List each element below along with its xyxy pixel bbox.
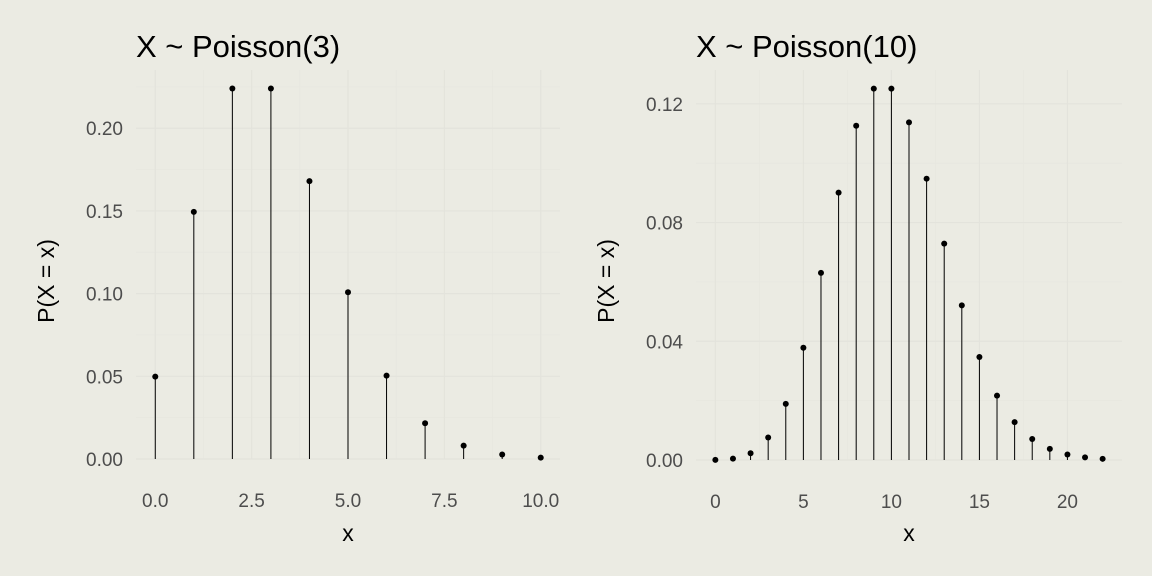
point-x16: [994, 392, 1001, 399]
y-tick-label: 0.04: [646, 332, 683, 353]
point-x18: [1029, 435, 1036, 442]
point-x13: [941, 240, 948, 247]
point-x21: [1082, 454, 1089, 461]
point-x9: [499, 451, 506, 458]
point-x20: [1064, 451, 1071, 458]
x-tick-label: 0: [710, 492, 721, 513]
tick-labels: 0.0 2.5 5.0 7.5 10.0 0.00 0.05 0.10 0.15 0.20: [86, 119, 559, 512]
point-x19: [1046, 445, 1053, 452]
panel-poisson-3: X ~ Poisson(3) 0.0 2.5 5.0 7.5 10.00.000.050…: [33, 29, 560, 546]
y-tick-label: 0.08: [646, 214, 683, 235]
point-x1: [190, 208, 197, 215]
tick-labels: 0 5 10 15 20 0.00 0.04 0.08 0.12: [646, 95, 1078, 513]
x-tick-label: 5: [798, 492, 809, 513]
panel-title: X ~ Poisson(3): [136, 29, 340, 64]
y-tick-label: 0.12: [646, 95, 683, 116]
x-tick-label: 15: [969, 492, 990, 513]
point-x9: [870, 85, 877, 92]
y-tick-label: 0.10: [86, 285, 123, 306]
point-x14: [958, 302, 965, 309]
x-tick-label: 10: [881, 492, 902, 513]
point-x0: [152, 373, 159, 380]
point-x5: [345, 289, 351, 296]
panel-title: X ~ Poisson(10): [696, 29, 917, 64]
y-tick-label: 0.00: [86, 450, 123, 471]
point-x5: [800, 344, 807, 351]
point-x10: [537, 454, 544, 461]
point-x3: [765, 434, 772, 441]
point-x12: [923, 175, 930, 182]
point-x17: [1011, 419, 1018, 426]
point-x6: [817, 269, 824, 276]
point-x11: [906, 119, 912, 126]
x-tick-label: 0.0: [142, 491, 168, 512]
point-x7: [422, 420, 429, 427]
y-axis-title: P(X = x): [593, 239, 619, 323]
y-tick-label: 0.05: [86, 367, 123, 388]
y-axis-title: P(X = x): [33, 239, 59, 323]
x-tick-label: 20: [1057, 492, 1078, 513]
point-x0: [712, 456, 719, 463]
data-marks: [152, 85, 544, 461]
y-tick-label: 0.20: [86, 119, 123, 140]
panel-poisson-10: X ~ Poisson(10) 0 5 10 15 20 0.00 0.04 0.08 0.12…: [593, 29, 1122, 546]
point-x7: [835, 189, 842, 196]
point-x2: [229, 85, 236, 92]
x-axis-title: x: [342, 520, 354, 546]
y-tick-label: 0.15: [86, 202, 123, 223]
point-x8: [853, 122, 860, 129]
x-tick-label: 7.5: [431, 491, 457, 512]
point-x6: [383, 372, 390, 379]
point-x10: [888, 85, 895, 92]
point-x3: [267, 85, 274, 92]
data-marks: [712, 85, 1106, 463]
point-x2: [747, 450, 754, 457]
point-x8: [460, 442, 467, 449]
point-x1: [729, 455, 736, 462]
point-x4: [782, 400, 789, 407]
point-x4: [306, 178, 313, 185]
grid: [696, 70, 1122, 461]
y-tick-label: 0.00: [646, 451, 683, 472]
x-tick-label: 5.0: [335, 491, 361, 512]
x-tick-label: 10.0: [522, 491, 559, 512]
point-x15: [976, 353, 983, 360]
point-x22: [1099, 455, 1106, 462]
x-tick-label: 2.5: [238, 491, 264, 512]
x-axis-title: x: [903, 520, 915, 546]
